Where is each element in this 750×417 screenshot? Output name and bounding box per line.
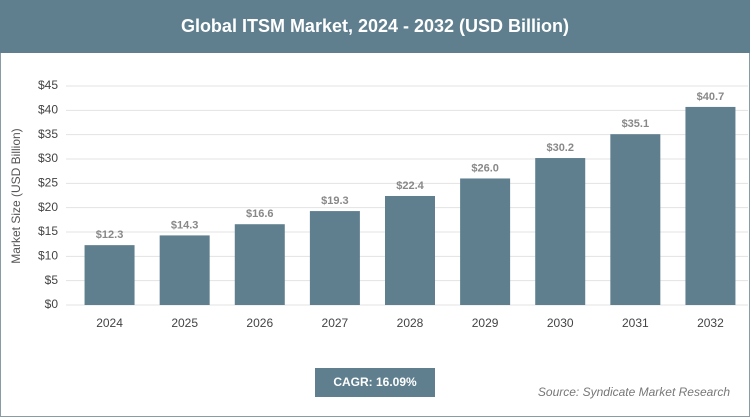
x-tick-label: 2032 <box>697 316 724 330</box>
bar <box>535 158 586 305</box>
bar <box>84 245 135 305</box>
y-tick-label: $35 <box>38 127 58 141</box>
bar <box>685 106 736 305</box>
header-bar <box>0 0 750 53</box>
y-tick-label: $5 <box>45 273 59 287</box>
data-label: $12.3 <box>96 229 124 241</box>
y-tick-label: $0 <box>45 297 59 311</box>
source-note: Source: Syndicate Market Research <box>538 385 730 399</box>
data-label: $19.3 <box>321 195 349 207</box>
x-tick-label: 2027 <box>322 316 349 330</box>
bar <box>460 178 511 305</box>
y-tick-label: $20 <box>38 200 58 214</box>
y-tick-label: $40 <box>38 103 58 117</box>
data-label: $35.1 <box>622 118 650 130</box>
data-label: $22.4 <box>396 180 424 192</box>
bar <box>309 211 360 305</box>
x-tick-label: 2031 <box>622 316 649 330</box>
y-tick-label: $10 <box>38 249 58 263</box>
y-tick-label: $25 <box>38 176 58 190</box>
bar <box>159 235 210 305</box>
x-tick-label: 2030 <box>547 316 574 330</box>
y-tick-label: $45 <box>38 78 58 92</box>
y-tick-label: $30 <box>38 151 58 165</box>
bar <box>385 195 435 305</box>
bar <box>234 224 285 305</box>
x-tick-label: 2026 <box>246 316 273 330</box>
chart-title: Global ITSM Market, 2024 - 2032 (USD Bil… <box>181 16 569 36</box>
data-label: $26.0 <box>471 162 499 174</box>
data-label: $30.2 <box>546 142 574 154</box>
data-label: $16.6 <box>246 208 274 220</box>
y-axis-label: Market Size (USD Billion) <box>9 128 23 263</box>
bar <box>610 134 661 305</box>
cagr-box <box>315 368 435 397</box>
cagr-label: CAGR: 16.09% <box>333 375 417 389</box>
x-tick-label: 2025 <box>171 316 198 330</box>
data-label: $40.7 <box>697 91 725 103</box>
y-tick-label: $15 <box>38 224 58 238</box>
x-tick-label: 2028 <box>397 316 424 330</box>
x-tick-label: 2024 <box>96 316 123 330</box>
x-tick-label: 2029 <box>472 316 499 330</box>
data-label: $14.3 <box>171 219 199 231</box>
